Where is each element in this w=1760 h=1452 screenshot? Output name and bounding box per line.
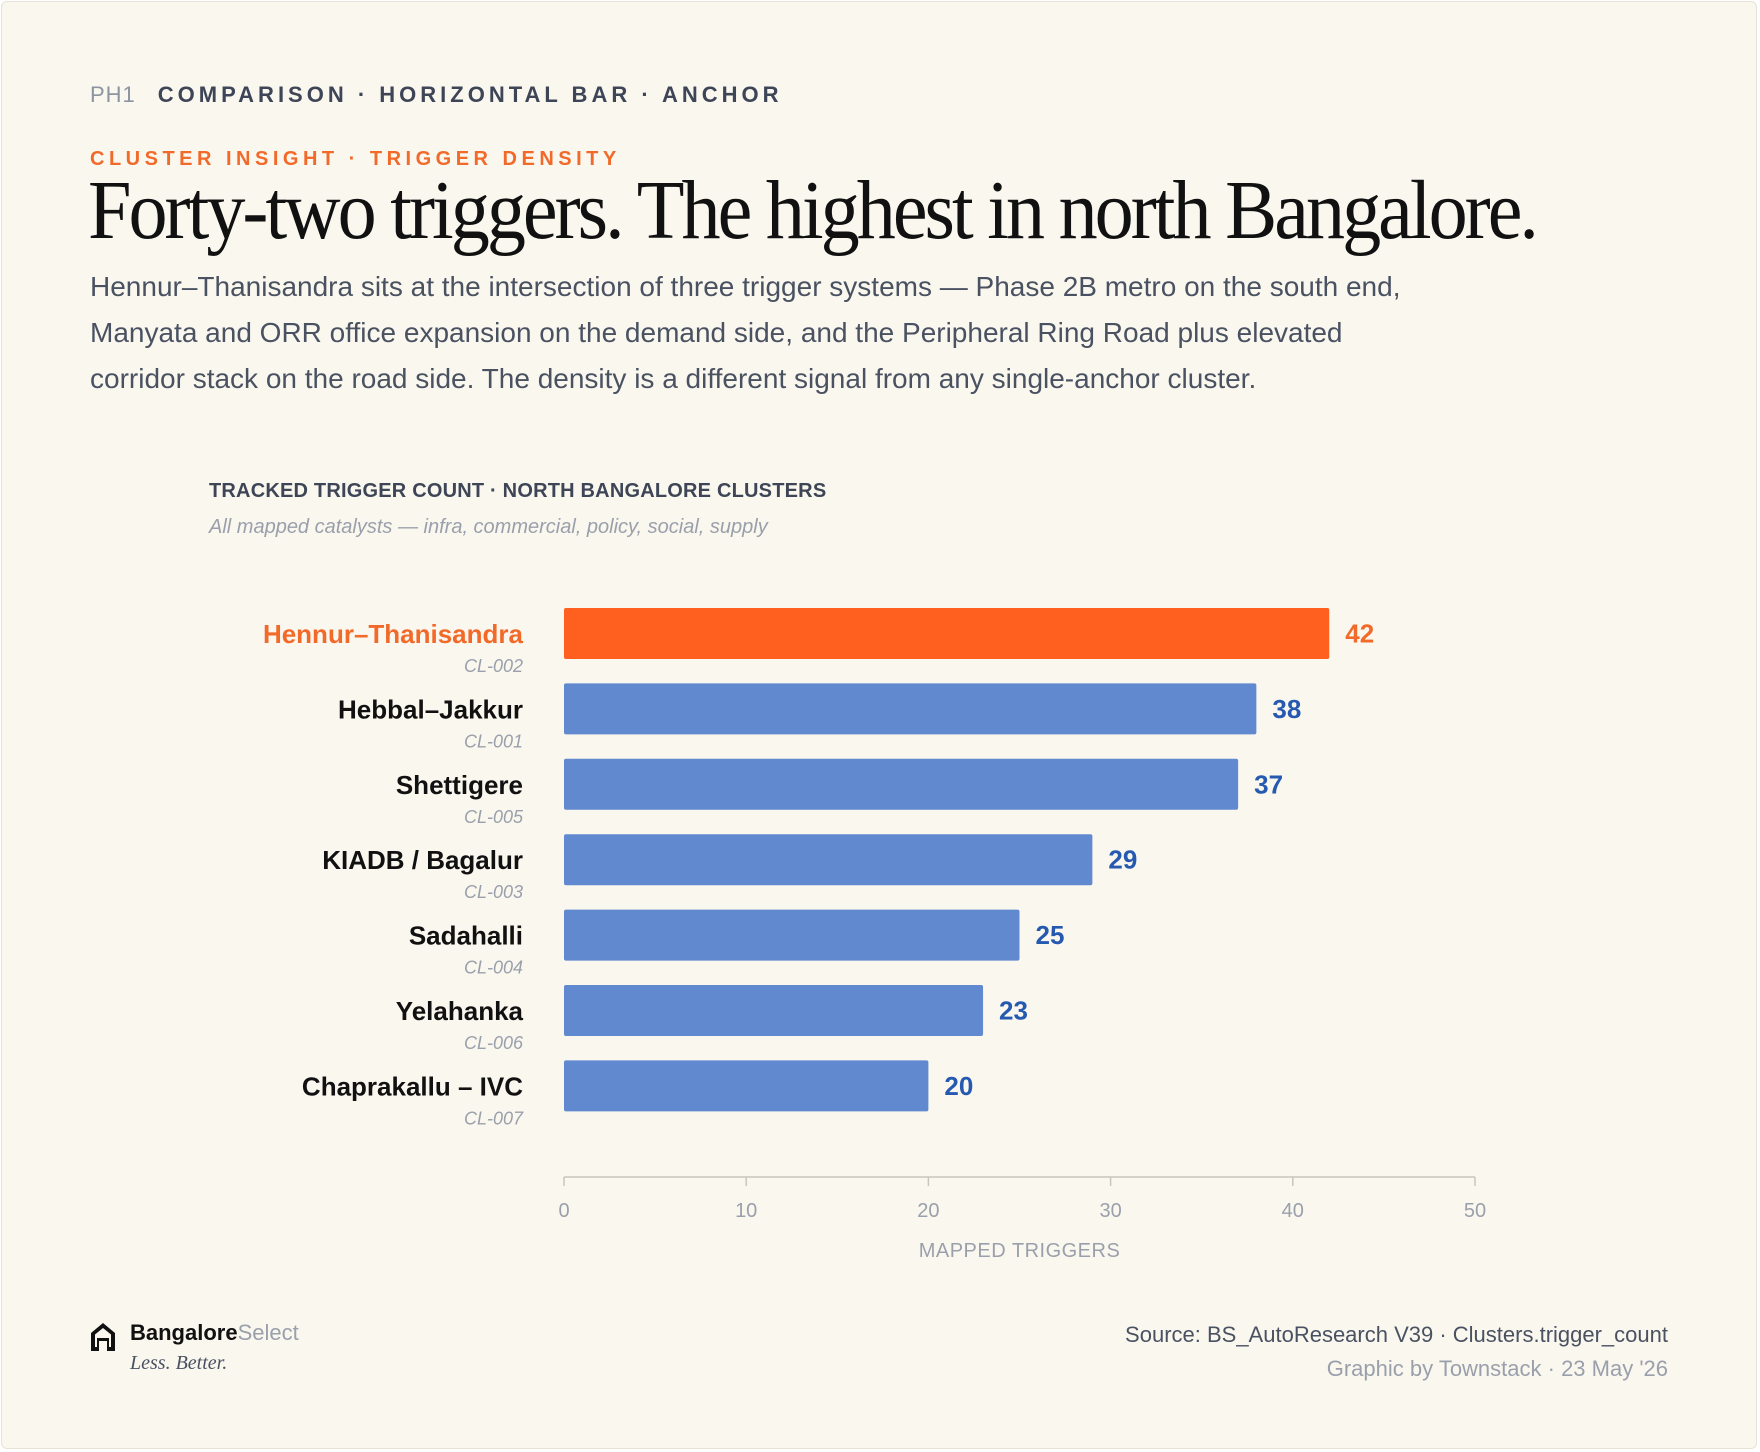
source-note: Source: BS_AutoResearch V39 · Clusters.t…: [1125, 1322, 1668, 1347]
brand-bold: Bangalore: [130, 1320, 238, 1345]
x-tick-label: 30: [1099, 1200, 1121, 1222]
chart-title: TRACKED TRIGGER COUNT · NORTH BANGALORE …: [209, 480, 827, 502]
bar-5: [564, 909, 1020, 961]
bar-2: [564, 683, 1257, 735]
kicker-text: COMPARISON · HORIZONTAL BAR · ANCHOR: [157, 82, 783, 107]
house-icon: [91, 1323, 115, 1351]
chart-subtitle: All mapped catalysts — infra, commercial…: [209, 516, 768, 538]
bar-1: [564, 608, 1330, 659]
brand-light: Select: [237, 1320, 299, 1345]
category-label: Yelahanka: [396, 996, 524, 1026]
bar-6: [564, 985, 984, 1036]
cluster-code-label: CL-003: [464, 882, 523, 902]
bar-value-label: 20: [944, 1071, 973, 1101]
bar-value-label: 23: [999, 996, 1028, 1026]
bar-value-label: 42: [1345, 619, 1374, 649]
cluster-code-label: CL-004: [464, 958, 523, 978]
x-tick-label: 20: [917, 1200, 939, 1222]
bar-value-label: 38: [1272, 694, 1301, 724]
cluster-code-label: CL-006: [464, 1033, 524, 1053]
category-label: Hebbal–Jakkur: [338, 694, 523, 724]
category-label: Shettigere: [396, 770, 523, 800]
brand-name: BangaloreSelect: [130, 1320, 299, 1346]
chart-kicker: PH1 COMPARISON · HORIZONTAL BAR · ANCHOR: [90, 82, 783, 108]
category-label: Sadahalli: [409, 921, 523, 951]
credit-note: Graphic by Townstack · 23 May '26: [1326, 1356, 1668, 1381]
x-tick-label: 10: [735, 1200, 757, 1222]
x-tick-label: 40: [1282, 1200, 1304, 1222]
category-label: Hennur–Thanisandra: [263, 619, 524, 649]
dek: Hennur–Thanisandra sits at the intersect…: [90, 271, 1401, 394]
headline: Forty-two triggers. The highest in north…: [88, 164, 1539, 257]
eyebrow: CLUSTER INSIGHT · TRIGGER DENSITY: [90, 148, 621, 170]
cluster-code-label: CL-007: [464, 1108, 524, 1128]
x-axis-title: MAPPED TRIGGERS: [919, 1240, 1121, 1262]
bar-value-label: 37: [1254, 769, 1283, 799]
bar-value-label: 29: [1108, 845, 1137, 875]
cluster-code-label: CL-005: [464, 807, 524, 827]
bar-3: [564, 758, 1239, 810]
x-tick-label: 50: [1464, 1200, 1486, 1222]
cluster-code-label: CL-002: [464, 656, 523, 676]
x-tick-label: 0: [558, 1200, 569, 1222]
bar-4: [564, 834, 1093, 886]
cluster-code-label: CL-001: [464, 731, 523, 751]
brand-tagline: Less. Better.: [130, 1352, 228, 1374]
bar-value-label: 25: [1036, 920, 1065, 950]
category-label: Chaprakallu – IVC: [302, 1071, 523, 1101]
chart-code: PH1: [90, 82, 136, 107]
bar-7: [564, 1060, 929, 1112]
category-label: KIADB / Bagalur: [322, 845, 523, 875]
